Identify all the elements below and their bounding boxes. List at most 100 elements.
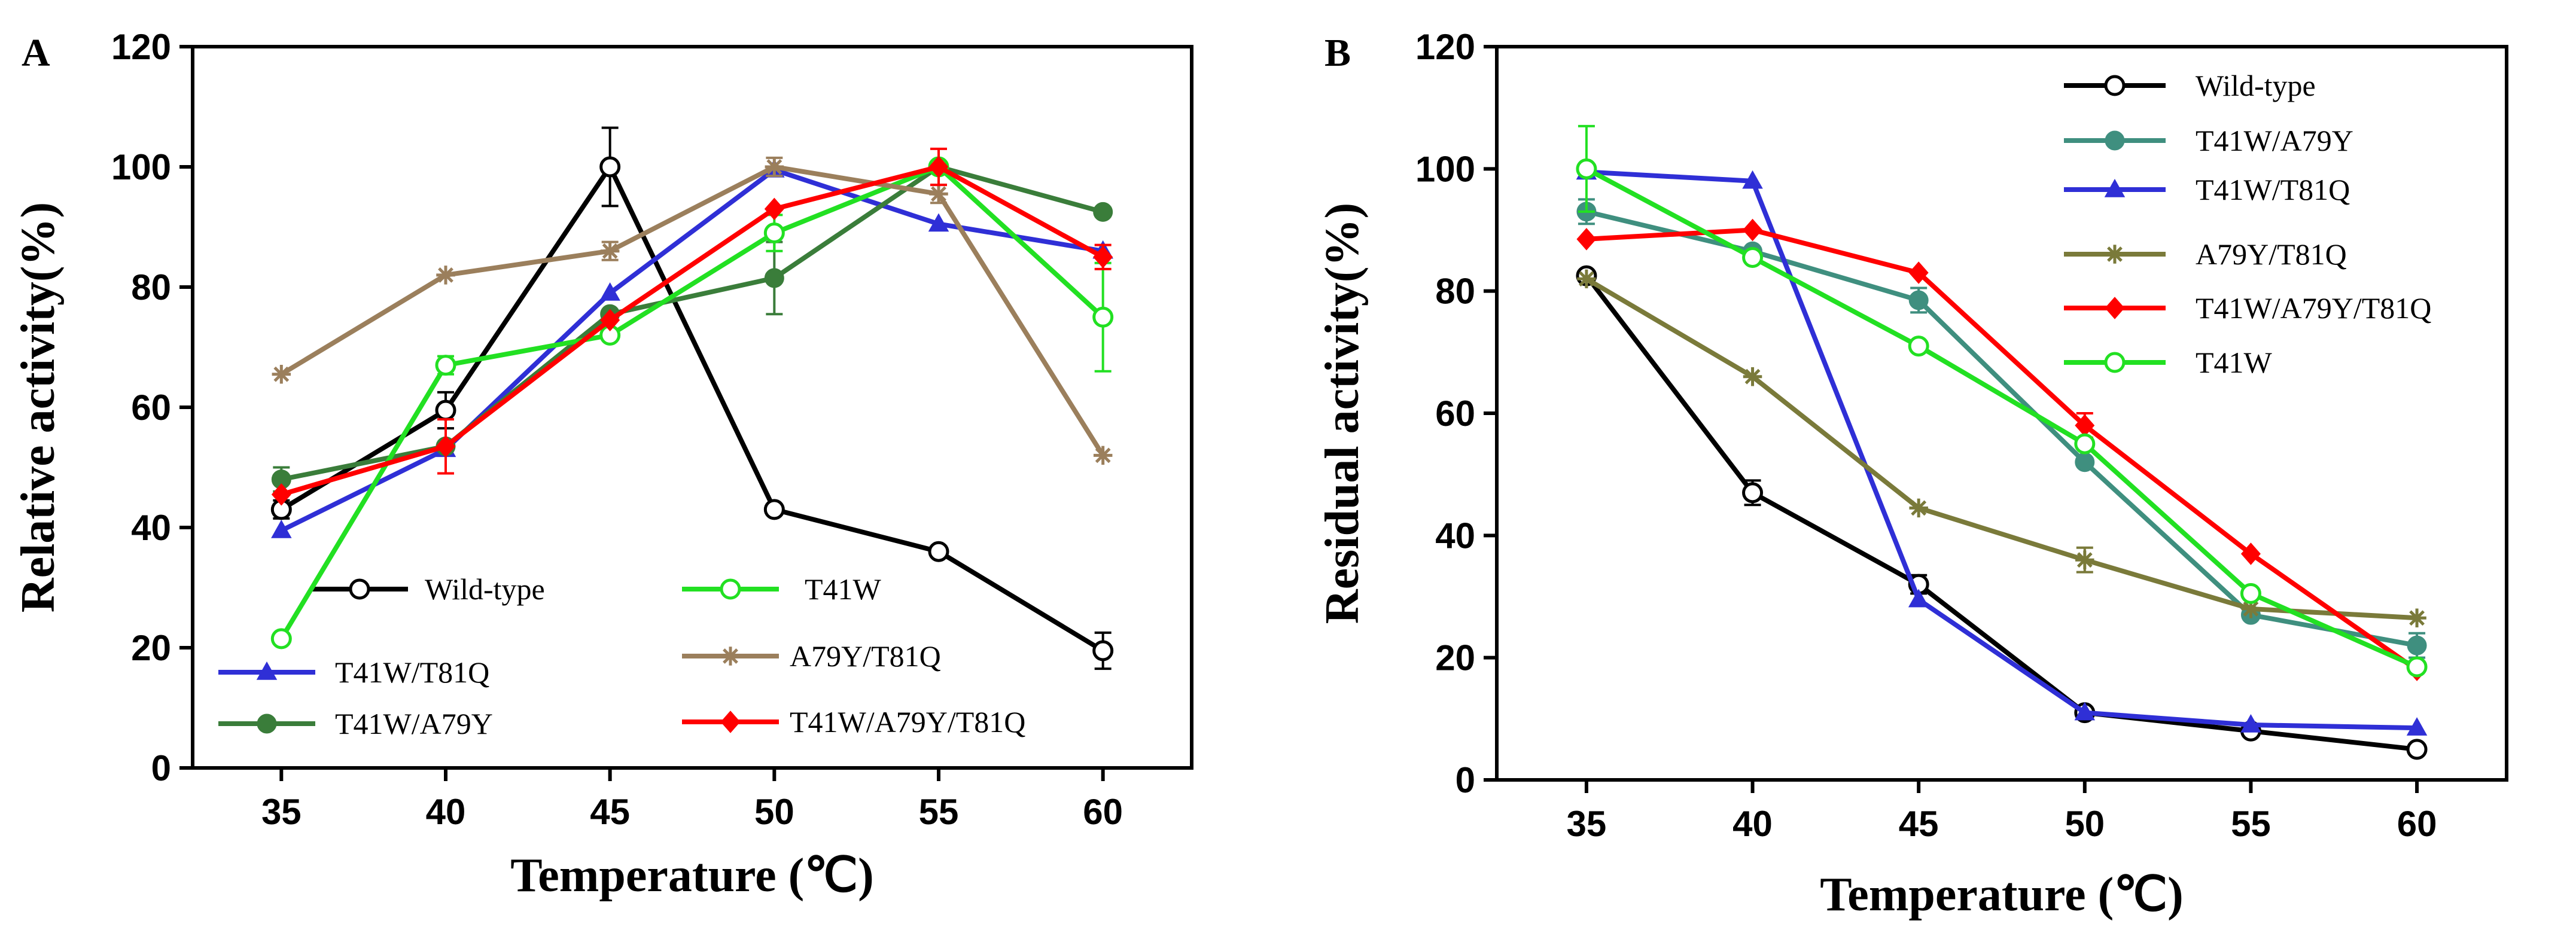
y-tick-label: 80 [1435,272,1475,312]
x-tick-label: 50 [754,792,794,832]
data-point [1577,269,1596,288]
x-tick-label: 50 [2065,804,2105,844]
y-tick-label: 60 [1435,394,1475,434]
legend-marker [721,647,740,666]
legend-label: Wild-type [2196,69,2316,102]
y-tick-label: 0 [1456,760,1475,800]
data-point [435,355,456,376]
x-tick-label: 40 [1732,804,1773,844]
legend-label: T41W/T81Q [335,655,489,689]
legend-marker [720,711,741,733]
data-point [2407,608,2426,628]
x-tick-label: 40 [426,792,466,832]
legend-label: T41W/A79Y/T81Q [2196,291,2431,325]
series-a79y-t81q [272,156,1113,465]
y-axis-title: Residual activity(%) [1316,203,1369,624]
x-axis-title: Temperature (℃) [510,849,874,902]
y-tick-label: 40 [1435,516,1475,556]
data-point [763,222,785,244]
legend-entry: T41W/A79Y/T81Q [682,705,1025,739]
series-t41w-t81q [1576,161,2428,736]
legend-label: T41W/T81Q [2196,173,2350,206]
legend-entry: T41W/T81Q [2064,173,2350,206]
data-point [1092,306,1114,328]
data-point [270,628,292,650]
data-point [271,483,291,506]
data-point [2406,717,2428,736]
legend-entry: T41W/A79Y [218,707,493,740]
data-point [436,435,456,458]
data-point [1742,246,1764,268]
series-line [280,164,1104,653]
x-tick-label: 45 [1899,804,1939,844]
data-point [1908,589,1929,608]
data-point [1576,228,1597,251]
legend-entry: T41W [2064,346,2273,379]
x-tick-label: 35 [261,792,302,832]
y-tick-label: 120 [111,27,171,67]
data-point [2075,414,2095,437]
x-tick-label: 35 [1567,804,1607,844]
data-point [600,241,620,261]
y-axis-title: Relative activity(%) [12,202,65,612]
data-point [765,157,784,176]
legend-entry: T41W [682,572,882,606]
legend-marker [2104,75,2126,96]
y-tick-label: 100 [111,147,171,187]
data-point [1908,261,1929,284]
legend-entry: T41W/T81Q [218,655,489,689]
legend-marker [2104,179,2126,197]
data-point [2075,550,2094,569]
x-axis-title: Temperature (℃) [1820,868,2184,921]
series-line [1586,227,2419,672]
data-point [435,400,456,421]
data-point [1093,446,1113,465]
series-line [281,164,1104,497]
legend-marker [256,661,278,680]
legend-entry: A79Y/T81Q [2064,237,2347,271]
data-point [1742,482,1764,504]
legend-entry: T41W/A79Y [2064,124,2353,157]
legend-marker [2105,130,2125,151]
data-point [599,282,620,301]
legend-marker [2105,245,2124,264]
series-line [280,164,1106,457]
plot-frame [1495,45,2508,782]
legend-marker [257,714,277,734]
data-point [1093,246,1113,269]
series-line [280,167,1104,533]
data-point [928,213,949,232]
legend-label: Wild-type [425,572,545,606]
x-tick-label: 60 [2397,804,2437,844]
legend-label: A79Y/T81Q [2196,237,2347,271]
series-line [281,164,1104,482]
data-point [436,266,455,285]
data-point [2406,656,2428,678]
legend-marker [720,578,741,600]
x-tick-label: 55 [2231,804,2271,844]
data-point [2074,433,2096,455]
data-point [764,268,784,288]
legend-marker [349,578,370,600]
panel-label: B [1324,31,1351,75]
data-point [2406,739,2428,760]
data-point [2240,714,2261,733]
chart-panel-b: B 0 20 40 60 80 100 120 35 40 45 50 55 60 Temperature … [1316,27,2508,921]
data-point [1743,367,1762,386]
data-point [1908,290,1929,310]
y-tick-label: 20 [1435,638,1475,678]
series-wild-type [1576,265,2428,760]
data-point [2407,635,2427,655]
legend-label: T41W/A79Y/T81Q [790,705,1025,739]
legend-entry: T41W/A79Y/T81Q [2064,291,2431,325]
y-tick-label: 120 [1415,27,1475,67]
y-tick-label: 60 [131,388,171,428]
legend-label: A79Y/T81Q [790,639,941,673]
data-point [928,541,949,562]
legend-marker [2105,297,2125,319]
x-tick-label: 45 [590,792,630,832]
series-line [1584,274,2417,752]
series-a79y-t81q [1577,269,2426,628]
series-t41w-t81q [271,159,1113,538]
data-point [2240,583,2261,604]
